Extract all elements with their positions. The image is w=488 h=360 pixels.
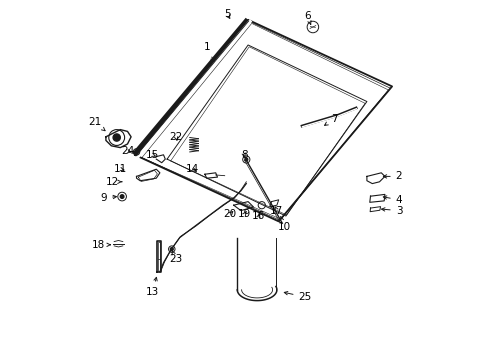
Text: 19: 19 [237, 209, 251, 219]
Circle shape [113, 134, 120, 141]
Text: 6: 6 [304, 11, 310, 24]
Text: 9: 9 [101, 193, 116, 203]
Text: 8: 8 [241, 150, 247, 160]
Text: 24: 24 [121, 146, 134, 156]
Circle shape [244, 158, 247, 161]
Text: 17: 17 [270, 206, 283, 216]
Text: 25: 25 [284, 292, 311, 302]
Circle shape [120, 195, 123, 198]
Circle shape [170, 248, 173, 251]
Text: 23: 23 [169, 251, 183, 264]
Text: 12: 12 [106, 177, 122, 187]
Text: 3: 3 [381, 206, 402, 216]
Text: 16: 16 [252, 211, 265, 221]
Text: 21: 21 [88, 117, 105, 131]
Text: 7: 7 [324, 114, 337, 125]
Text: 22: 22 [169, 132, 183, 142]
Text: 5: 5 [224, 9, 230, 19]
Text: 4: 4 [383, 195, 402, 205]
Text: 14: 14 [185, 164, 199, 174]
Text: 11: 11 [114, 164, 127, 174]
Text: 20: 20 [223, 209, 236, 219]
Text: 1: 1 [203, 42, 214, 61]
Text: 10: 10 [277, 216, 290, 232]
Text: 2: 2 [383, 171, 402, 181]
Text: 15: 15 [145, 150, 159, 160]
Text: 13: 13 [146, 277, 159, 297]
Text: 18: 18 [91, 240, 110, 250]
